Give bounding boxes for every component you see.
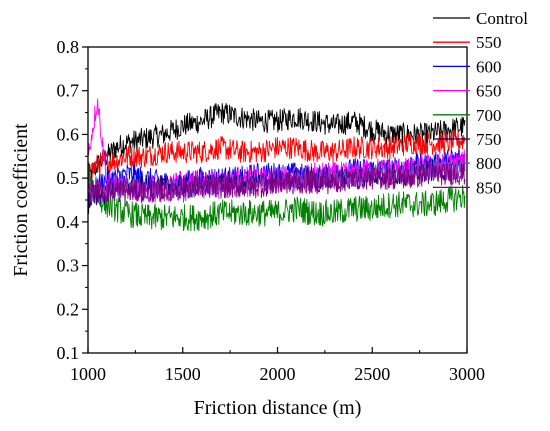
series-line-600	[87, 149, 466, 206]
y-tick-label: 0.1	[57, 343, 80, 363]
x-tick-label: 3000	[449, 364, 485, 384]
x-axis-label: Friction distance (m)	[194, 397, 362, 419]
x-tick-label: 2000	[260, 364, 296, 384]
legend-label-control: Control	[476, 9, 528, 28]
y-axis-label: Friction coefficient	[10, 123, 32, 277]
axis-ticks	[82, 46, 468, 354]
tick-labels: 1000 1500 2000 2500 3000 0.1 0.2 0.3 0.4 0.5 0.6 0.…	[57, 37, 486, 384]
series-line-550	[87, 130, 466, 182]
series-line-850	[87, 162, 466, 204]
y-tick-label: 0.8	[57, 37, 80, 57]
y-tick-label: 0.5	[57, 168, 80, 188]
legend-label-700: 700	[476, 106, 502, 125]
legend-label-800: 800	[476, 154, 502, 173]
y-tick-label: 0.2	[57, 299, 80, 319]
x-tick-label: 1000	[70, 364, 106, 384]
series-lines	[87, 98, 466, 232]
series-line-control	[87, 102, 466, 183]
legend: Control 550 600 650 700 750 800 850	[433, 9, 528, 197]
y-tick-label: 0.3	[57, 256, 80, 276]
y-tick-label: 0.6	[57, 124, 80, 144]
y-tick-label: 0.4	[57, 212, 80, 232]
x-tick-label: 2500	[354, 364, 390, 384]
legend-label-750: 750	[476, 130, 502, 149]
series-line-700	[87, 166, 466, 232]
legend-label-850: 850	[476, 178, 502, 197]
legend-label-650: 650	[476, 82, 502, 101]
y-tick-label: 0.7	[57, 81, 80, 101]
legend-label-600: 600	[476, 57, 502, 76]
legend-label-550: 550	[476, 33, 502, 52]
x-tick-label: 1500	[165, 364, 201, 384]
